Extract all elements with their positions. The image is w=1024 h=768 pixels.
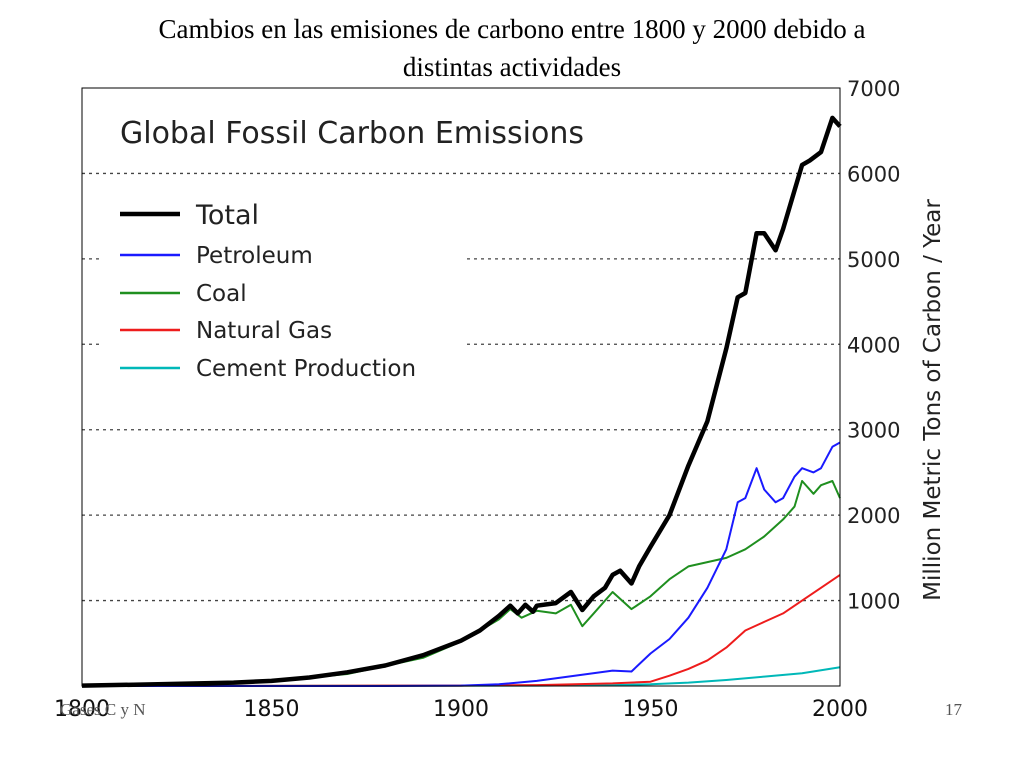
x-tick-label: 1800 [54,697,110,722]
y-tick-label: 1000 [847,590,900,614]
plot-frame [81,87,841,687]
chart-title: Global Fossil Carbon Emissions [120,116,584,151]
y-tick-label: 7000 [847,77,900,101]
slide-footer-left: Gases C y N [60,700,146,719]
series-total [81,115,842,688]
legend: Total Petroleum Coal Natural Gas Cement Prod… [100,192,465,388]
x-tick-label: 1950 [623,697,679,722]
legend-label: Natural Gas [196,318,332,344]
series-lines [81,115,842,688]
slide-title-line2: distintas actividades [402,52,622,82]
y-axis-ticks: 1000 2000 3000 4000 5000 6000 7000 [847,77,900,614]
x-tick-label: 1900 [433,697,489,722]
y-tick-label: 3000 [847,419,900,443]
legend-label: Total [195,200,259,231]
legend-label: Petroleum [196,243,313,269]
x-axis-ticks: 1800 1850 1900 1950 2000 [54,697,868,722]
x-tick-label: 2000 [812,697,868,722]
slide-page-number: 17 [945,700,962,719]
series-natural-gas [81,574,841,687]
y-axis-label: Million Metric Tons of Carbon / Year [920,199,946,601]
series-coal [81,480,841,687]
y-tick-label: 2000 [847,504,900,528]
legend-label: Coal [196,281,247,307]
series-petroleum [82,441,841,687]
slide-title: Cambios en las emisiones de carbono entr… [40,10,984,86]
y-tick-label: 4000 [847,333,900,357]
y-tick-label: 5000 [847,248,900,272]
y-tick-label: 6000 [847,162,900,186]
legend-background [100,192,465,388]
x-tick-label: 1850 [244,697,300,722]
legend-label: Cement Production [196,356,416,382]
slide-title-line1: Cambios en las emisiones de carbono entr… [158,14,866,44]
